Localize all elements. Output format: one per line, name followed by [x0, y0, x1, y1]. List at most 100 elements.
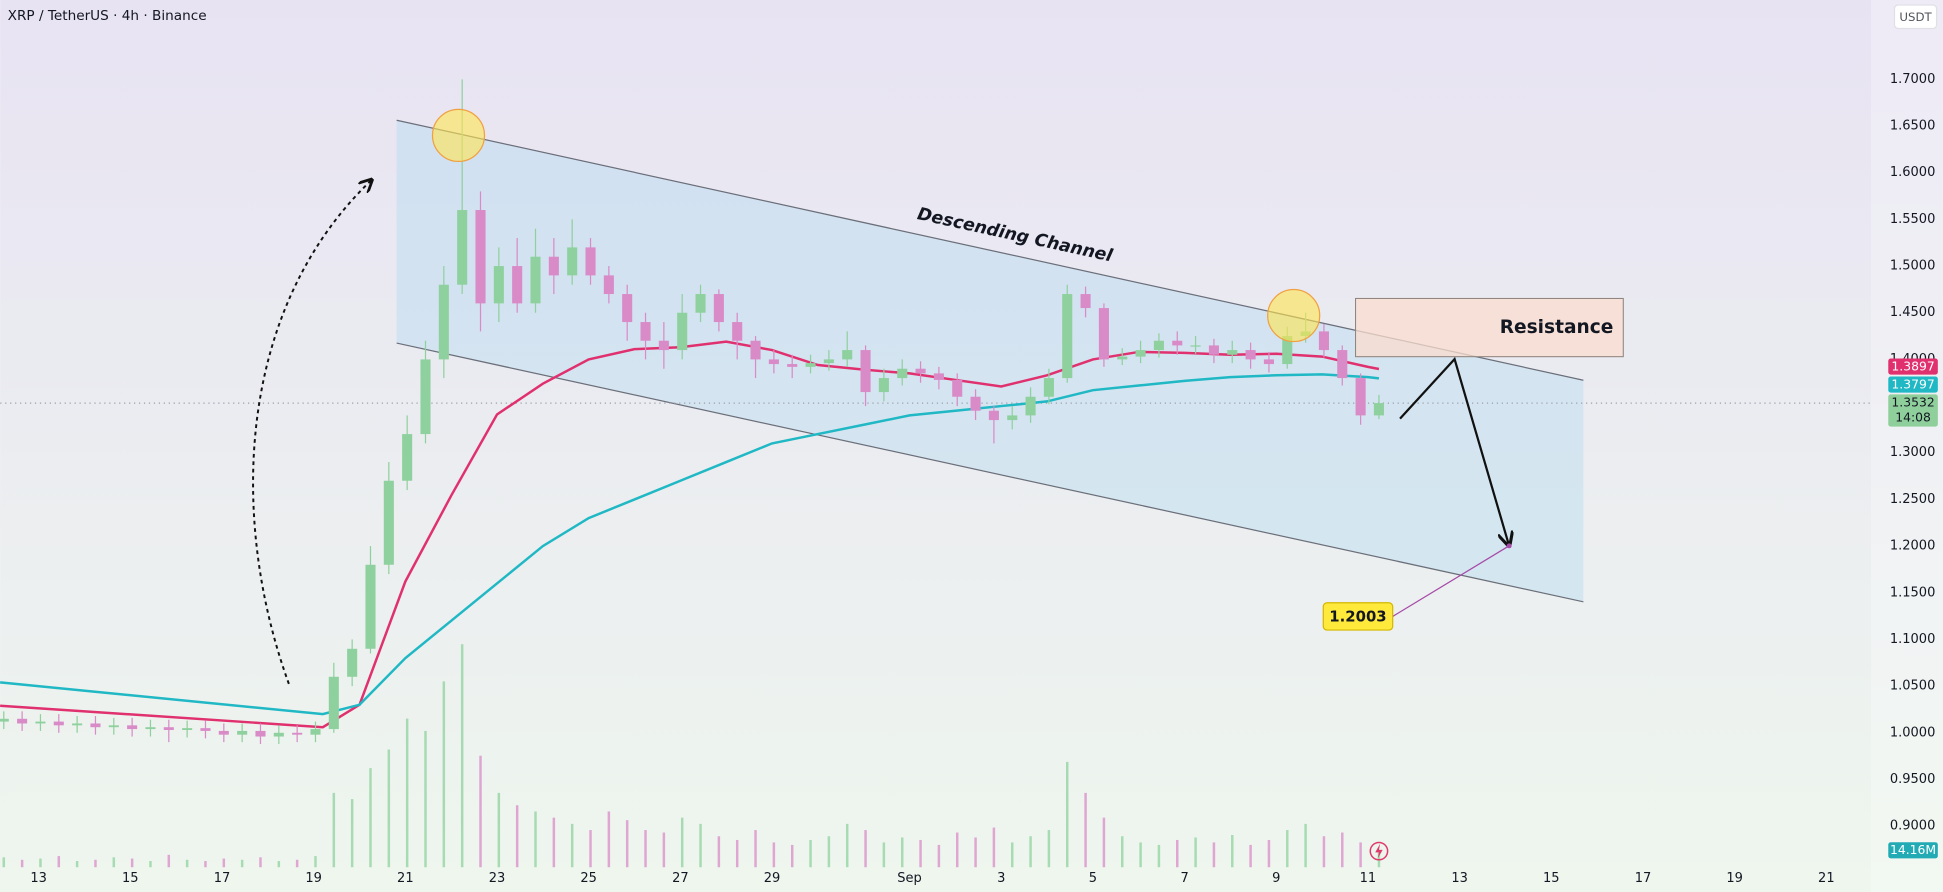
x-tick-label: 27 — [672, 871, 689, 886]
chart-title: XRP / TetherUS · 4h · Binance — [8, 8, 207, 24]
volume-bar — [1066, 761, 1069, 868]
candle-body — [1355, 378, 1366, 416]
candle-body — [512, 266, 523, 304]
candle-body — [1263, 359, 1274, 365]
candle-body — [897, 368, 908, 379]
y-tick-label: 1.6000 — [1890, 165, 1936, 180]
volume-bar — [1267, 839, 1271, 868]
volume-bar — [1231, 835, 1234, 868]
volume-bar — [919, 839, 922, 868]
volume-bar — [277, 861, 281, 868]
volume-bar — [864, 830, 867, 868]
volume-bar — [625, 820, 629, 868]
y-tick-label: 1.7000 — [1890, 72, 1936, 87]
volume-bar — [94, 859, 97, 868]
volume-label: 14.16M — [1890, 843, 1936, 857]
volume-bar — [1029, 836, 1032, 868]
candle-body — [603, 275, 614, 295]
volume-bar — [974, 837, 977, 868]
volume-bar — [754, 830, 757, 868]
price-axis — [1870, 0, 1943, 892]
volume-tag — [1888, 842, 1938, 859]
y-tick-label: 1.5000 — [1890, 259, 1936, 274]
candle-body — [1172, 340, 1183, 346]
volume-bar — [185, 859, 189, 868]
volume-bar — [662, 832, 666, 868]
volume-bar — [332, 792, 336, 868]
last-price-tag — [1888, 394, 1938, 427]
candle-body — [0, 718, 9, 722]
currency[interactable]: USDT — [1899, 10, 1932, 24]
volume-bar — [369, 768, 372, 868]
candle-body — [1062, 294, 1073, 379]
candle-body — [1373, 403, 1384, 416]
candle-body — [145, 727, 156, 730]
volume-bar — [680, 817, 684, 868]
candle-body — [72, 723, 83, 726]
ma-price-label: 1.3897 — [1891, 360, 1934, 374]
candle-body — [622, 294, 633, 323]
currency-box[interactable] — [1893, 4, 1938, 30]
x-tick-label: 11 — [1360, 871, 1377, 886]
volume-bar — [149, 861, 152, 868]
candle-body — [493, 266, 504, 304]
channel-lower — [396, 342, 1584, 603]
candle-body — [1025, 396, 1036, 416]
volume-bar — [955, 832, 959, 868]
volume-bar — [442, 681, 446, 868]
candle-body — [1043, 378, 1054, 397]
momentum-arrow — [252, 180, 372, 685]
target-label: 1.2003 — [1329, 608, 1386, 626]
volume-bar — [607, 811, 611, 868]
candle-body — [548, 256, 559, 276]
candle-body — [1337, 350, 1348, 379]
y-tick-label: 1.5500 — [1890, 212, 1936, 227]
volume-bar — [992, 827, 996, 868]
candle-body — [255, 730, 266, 737]
volume-bar — [295, 859, 299, 868]
volume-bar — [57, 856, 61, 868]
x-tick-label: 3 — [997, 871, 1005, 886]
candle-body — [677, 312, 688, 351]
volume-bar — [1176, 839, 1179, 868]
volume-bar — [1341, 832, 1344, 868]
candle-body — [438, 284, 449, 360]
alert-icon — [1369, 841, 1389, 861]
volume-bar — [1304, 823, 1307, 868]
candle-body — [787, 364, 798, 367]
volume-bar — [259, 857, 262, 868]
highlight-circle — [431, 108, 486, 162]
x-tick-label: 5 — [1089, 871, 1097, 886]
volume-bar — [1194, 837, 1197, 868]
candle-body — [163, 727, 174, 730]
candle-body — [328, 676, 339, 730]
volume-bar — [167, 854, 171, 868]
candle-body — [475, 210, 486, 304]
price-tag — [1888, 376, 1938, 393]
candle-body — [108, 725, 119, 728]
volume-bar — [1047, 830, 1051, 868]
volume-bar — [699, 823, 702, 868]
volume-bar — [1102, 817, 1106, 868]
volume-bar — [900, 837, 904, 868]
moving-average — [0, 340, 1380, 729]
x-tick-label: Sep — [897, 871, 922, 886]
candle-body — [273, 732, 284, 737]
candle-body — [878, 378, 889, 393]
volume-bar — [1212, 842, 1216, 868]
volume-bar — [589, 830, 592, 868]
y-tick-label: 1.0000 — [1890, 725, 1936, 740]
x-tick-label: 21 — [1818, 871, 1835, 886]
y-tick-label: 1.2000 — [1890, 539, 1936, 554]
candle-body — [732, 322, 743, 341]
volume-bar — [735, 839, 739, 868]
volume-bar — [827, 836, 831, 868]
y-tick-label: 1.1000 — [1890, 632, 1936, 647]
ma-price-label: 1.3797 — [1891, 378, 1934, 392]
x-tick-label: 19 — [305, 871, 322, 886]
candle-body — [1227, 350, 1238, 355]
target-box — [1322, 602, 1394, 631]
candle-body — [915, 368, 926, 374]
